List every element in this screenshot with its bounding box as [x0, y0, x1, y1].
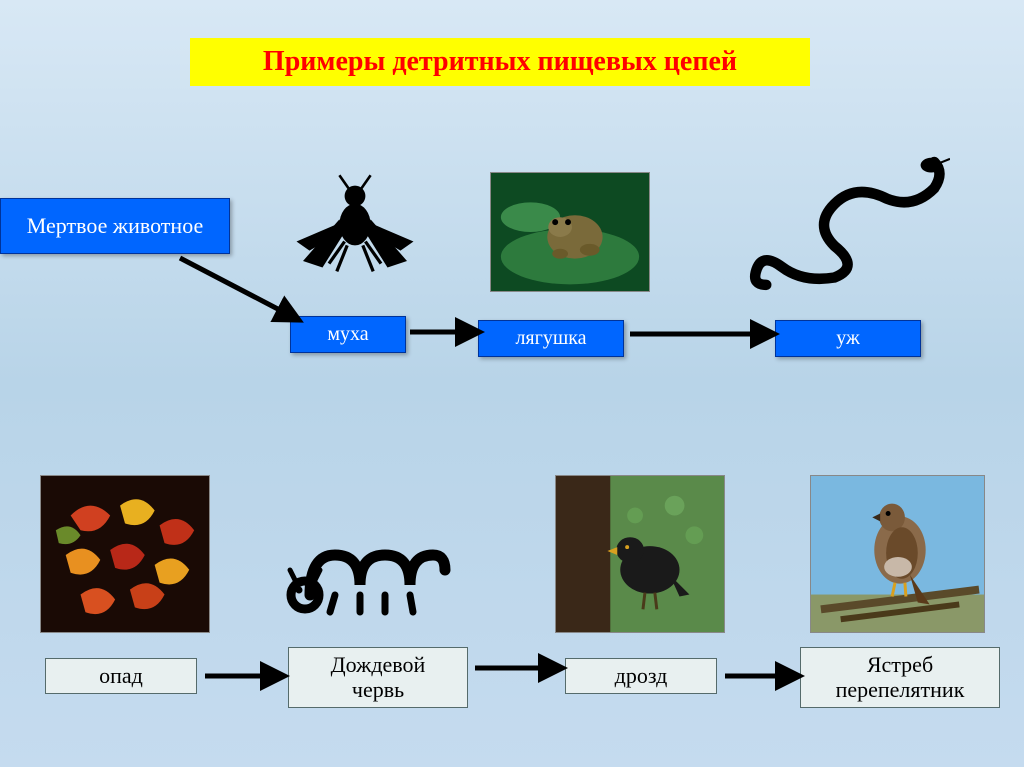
page-title: Примеры детритных пищевых цепей	[190, 38, 810, 86]
chain2-thrush-label: дрозд	[565, 658, 717, 694]
chain2-leaves-label: опад	[45, 658, 197, 694]
worm-label-line2: червь	[352, 677, 404, 702]
thrush-image	[555, 475, 725, 633]
chain2-worm-label: Дождевой червь	[288, 647, 468, 708]
worm-icon	[285, 500, 455, 630]
chain1-frog-label: лягушка	[478, 320, 624, 357]
hawk-image	[810, 475, 985, 633]
chain1-start-box: Мертвое животное	[0, 198, 230, 254]
snake-icon	[740, 145, 950, 305]
chain1-snake-label: уж	[775, 320, 921, 357]
fly-icon	[290, 170, 420, 300]
chain2-hawk-label: Ястреб перепелятник	[800, 647, 1000, 708]
worm-label-line1: Дождевой	[331, 652, 426, 677]
frog-image	[490, 172, 650, 292]
chain1-fly-label: муха	[290, 316, 406, 353]
hawk-label-line2: перепелятник	[836, 677, 965, 702]
hawk-label-line1: Ястреб	[867, 652, 933, 677]
leaves-image	[40, 475, 210, 633]
